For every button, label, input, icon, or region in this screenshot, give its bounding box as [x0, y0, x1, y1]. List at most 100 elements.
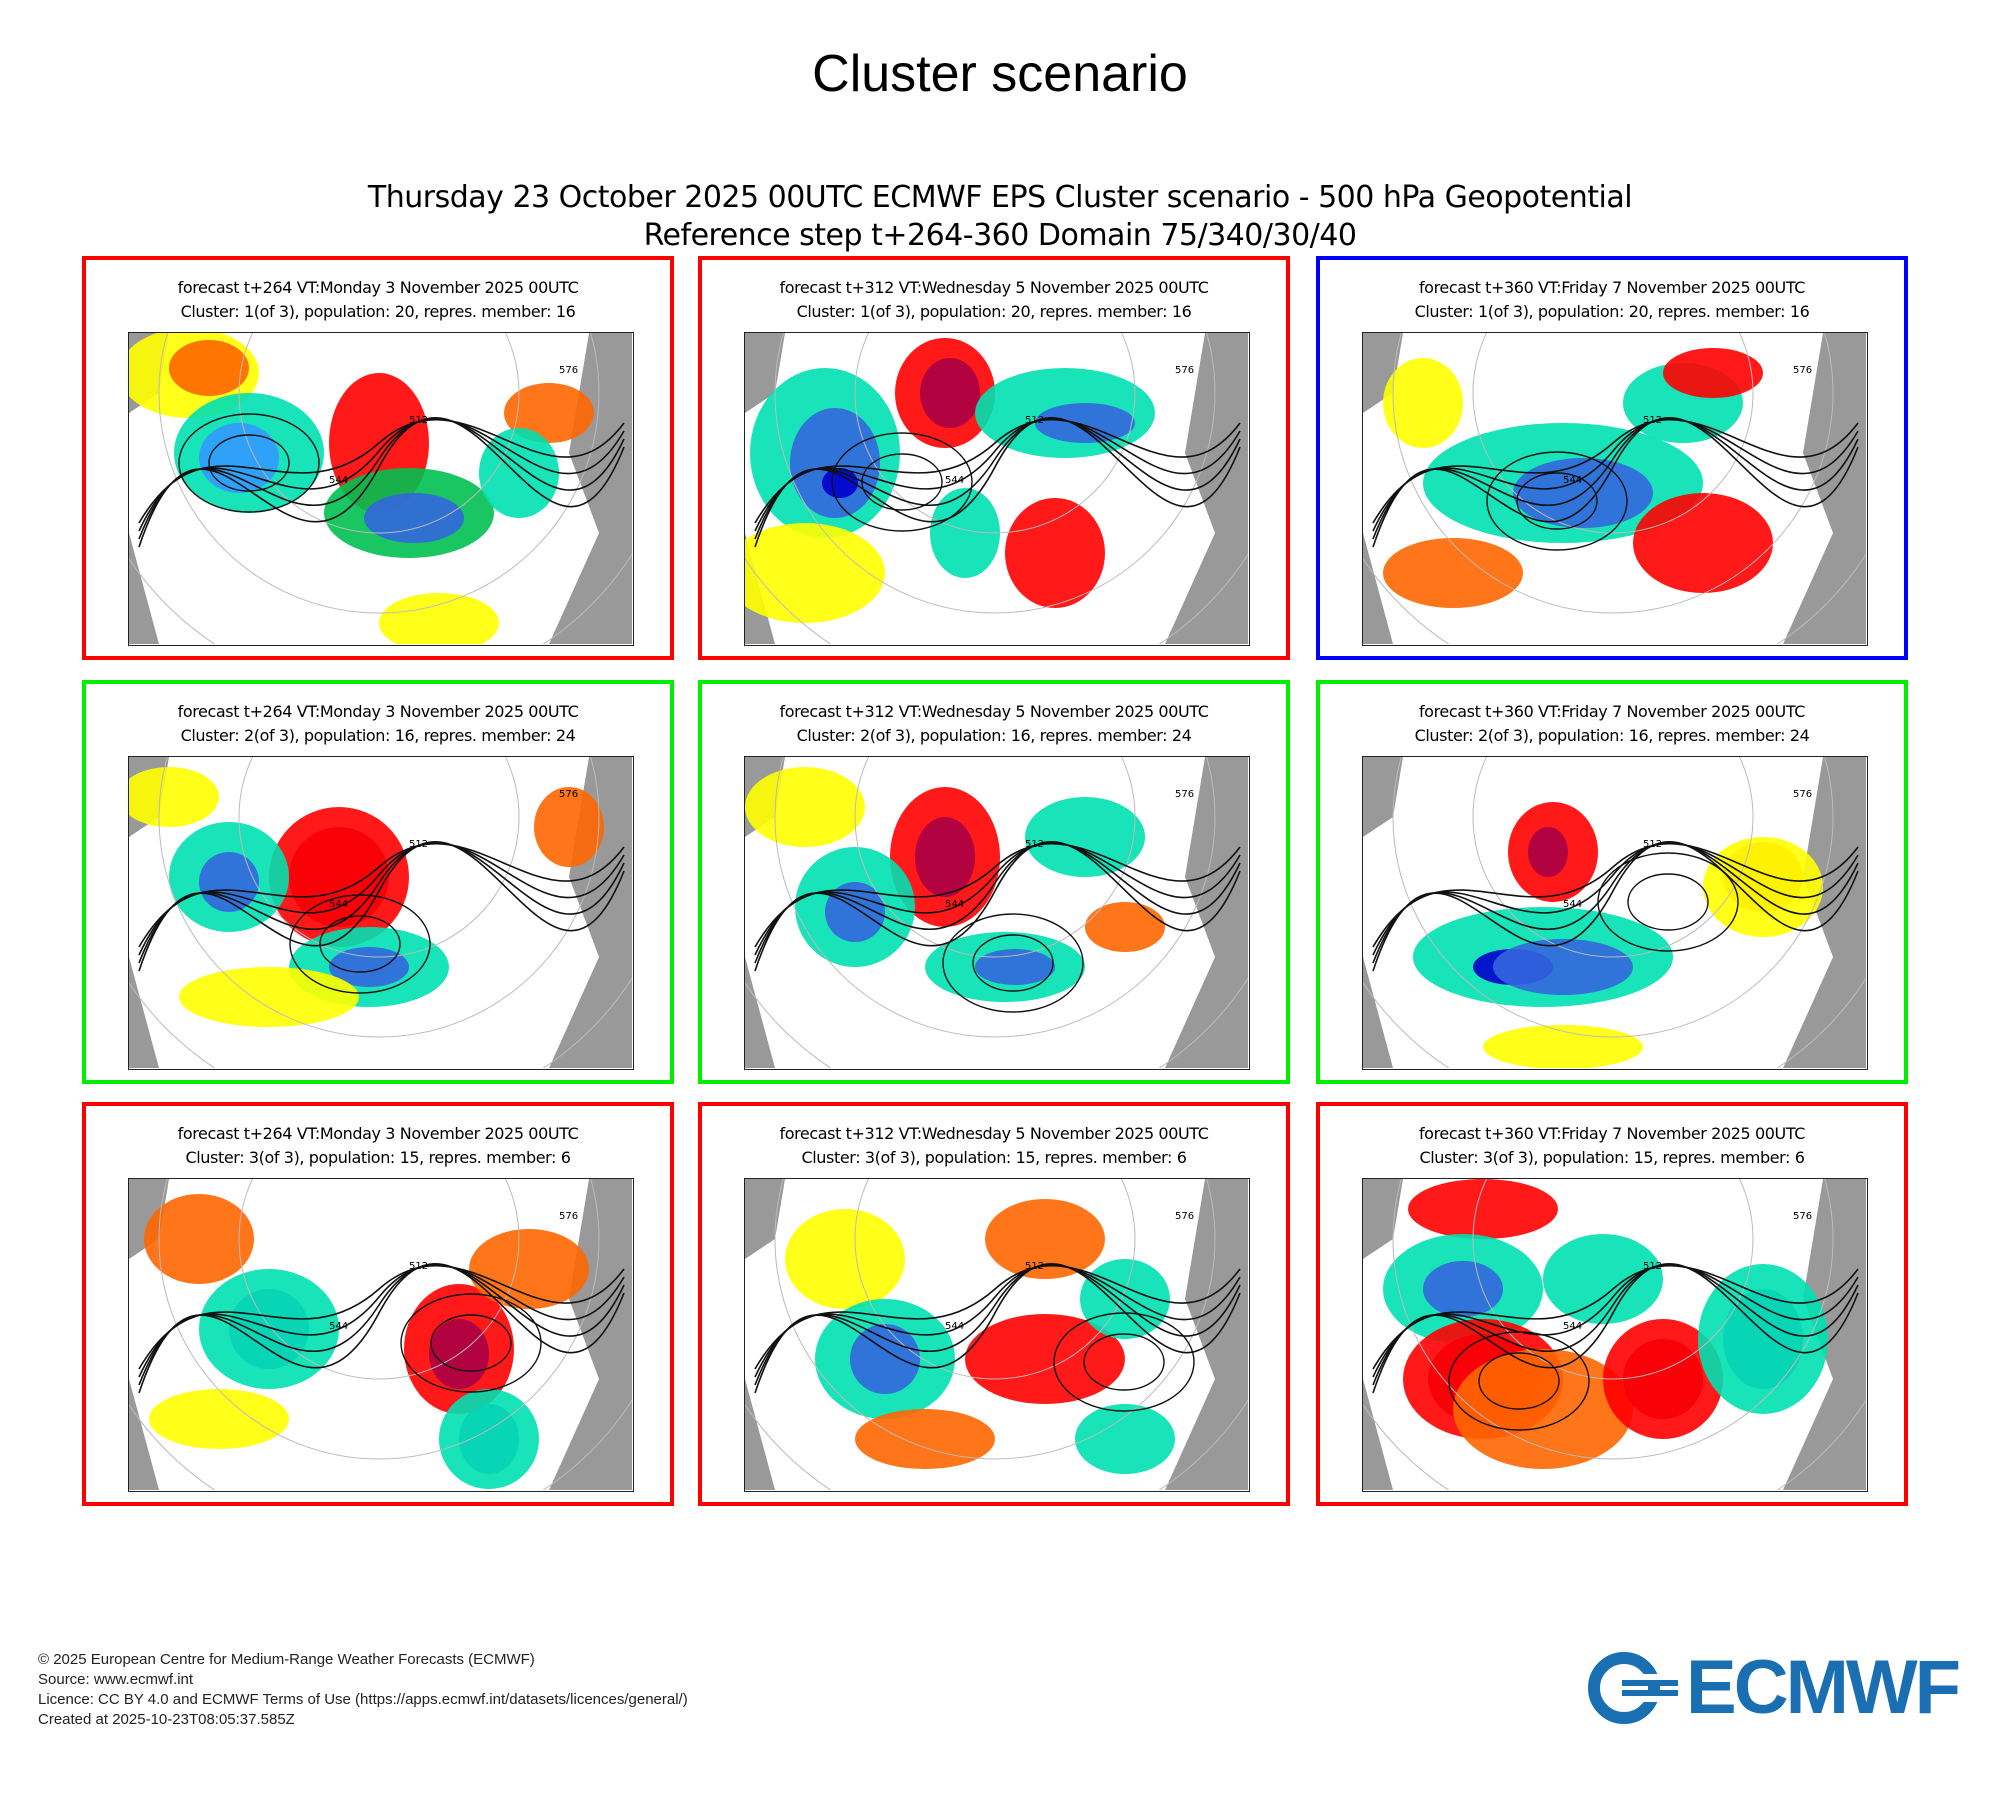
geopotential-contour — [178, 413, 320, 513]
anomaly-shading — [199, 1269, 339, 1389]
geopotential-contour — [1478, 1352, 1560, 1410]
land-mass — [745, 1379, 775, 1490]
geopotential-contour — [1372, 841, 1859, 964]
contour-label: 576 — [1793, 1211, 1812, 1222]
geopotential-contour — [754, 841, 1241, 964]
geopotential-contour — [942, 913, 1084, 1013]
geopotential-contour — [1486, 451, 1628, 551]
panel-cluster-line: Cluster: 1(of 3), population: 20, repres… — [1414, 302, 1810, 321]
map-field-svg: 576 544 512 — [129, 1179, 632, 1490]
anomaly-shading — [930, 488, 1000, 578]
anomaly-shading — [1483, 1025, 1643, 1068]
anomaly-shading — [965, 1314, 1125, 1404]
latitude-circle — [1392, 333, 1834, 614]
land-mass — [129, 533, 159, 644]
panel-cluster-line: Cluster: 3(of 3), population: 15, repres… — [801, 1148, 1187, 1167]
geopotential-contour — [1627, 873, 1709, 931]
geopotential-map: 576 544 512 — [744, 756, 1250, 1070]
anomaly-shading — [129, 767, 219, 827]
latitude-circle — [1392, 1179, 1834, 1460]
land-mass — [1165, 1179, 1248, 1490]
geopotential-contour — [138, 417, 625, 540]
geopotential-map: 576 544 512 — [744, 1178, 1250, 1492]
land-mass — [549, 333, 632, 644]
map-field-svg: 576 544 512 — [129, 333, 632, 644]
latitude-circle — [238, 333, 520, 534]
contour-label: 512 — [1643, 415, 1662, 426]
land-mass — [129, 957, 159, 1068]
anomaly-shading — [364, 493, 464, 543]
anomaly-shading — [745, 767, 865, 847]
chart-header-line1: Thursday 23 October 2025 00UTC ECMWF EPS… — [367, 180, 1633, 215]
anomaly-shading — [1663, 348, 1763, 398]
contour-label: 512 — [1025, 839, 1044, 850]
geopotential-contour — [138, 1263, 625, 1386]
panel-cluster-line: Cluster: 3(of 3), population: 15, repres… — [1419, 1148, 1805, 1167]
latitude-circle — [1392, 757, 1834, 1038]
panel-cluster-line: Cluster: 2(of 3), population: 16, repres… — [1414, 726, 1810, 745]
contour-label: 512 — [409, 415, 428, 426]
land-mass — [1363, 1179, 1403, 1259]
geopotential-contour — [972, 934, 1054, 992]
anomaly-shading — [1383, 358, 1463, 448]
anomaly-shading — [1633, 493, 1773, 593]
geopotential-contour — [400, 1293, 542, 1393]
land-mass — [1165, 333, 1248, 644]
contour-label: 544 — [329, 1321, 348, 1332]
anomaly-shading — [1080, 1259, 1170, 1339]
page-title: Cluster scenario — [812, 45, 1188, 103]
map-field-svg: 576 544 512 — [745, 1179, 1248, 1490]
map-field-svg: 576 544 512 — [745, 333, 1248, 644]
footer-created: Created at 2025-10-23T08:05:37.585Z — [38, 1711, 295, 1728]
panel-forecast-line: forecast t+360 VT:Friday 7 November 2025… — [1418, 278, 1806, 297]
anomaly-shading — [1035, 403, 1135, 443]
land-mass — [1783, 757, 1866, 1068]
anomaly-shading — [1075, 1404, 1175, 1474]
geopotential-contour — [861, 453, 943, 511]
ecmwf-logo-icon — [1588, 1652, 1680, 1724]
contour-label: 544 — [945, 1321, 964, 1332]
geopotential-contour — [754, 417, 1241, 540]
geopotential-contour — [1372, 417, 1859, 540]
anomaly-shading — [790, 408, 880, 518]
cluster-panel: forecast t+264 VT:Monday 3 November 2025… — [82, 680, 674, 1084]
anomaly-shading — [504, 383, 594, 443]
footer-copyright: © 2025 European Centre for Medium-Range … — [38, 1651, 535, 1668]
latitude-circle — [854, 757, 1136, 958]
geopotential-map: 576 544 512 — [128, 756, 634, 1070]
geopotential-contour — [1053, 1312, 1195, 1412]
latitude-circle — [774, 757, 1216, 1038]
footer: © 2025 European Centre for Medium-Range … — [38, 1650, 688, 1730]
land-mass — [745, 1179, 785, 1259]
footer-licence: Licence: CC BY 4.0 and ECMWF Terms of Us… — [38, 1691, 688, 1708]
anomaly-shading — [469, 1229, 589, 1309]
land-mass — [1363, 957, 1393, 1068]
anomaly-shading — [975, 949, 1055, 985]
geopotential-contour — [754, 1263, 1241, 1386]
anomaly-shading — [1025, 797, 1145, 877]
latitude-circle — [774, 1179, 1216, 1460]
cluster-panel: forecast t+360 VT:Friday 7 November 2025… — [1316, 1102, 1908, 1506]
panel-forecast-line: forecast t+312 VT:Wednesday 5 November 2… — [779, 1124, 1209, 1143]
cluster-panel: forecast t+360 VT:Friday 7 November 2025… — [1316, 256, 1908, 660]
chart-header-line2: Reference step t+264-360 Domain 75/340/3… — [643, 218, 1357, 253]
land-mass — [1363, 533, 1393, 644]
panel-cluster-line: Cluster: 1(of 3), population: 20, repres… — [180, 302, 576, 321]
anomaly-shading — [745, 523, 885, 623]
land-mass — [549, 757, 632, 1068]
land-mass — [1165, 757, 1248, 1068]
geopotential-contour — [138, 1262, 625, 1394]
panel-cluster-line: Cluster: 2(of 3), population: 16, repres… — [796, 726, 1192, 745]
land-mass — [1363, 757, 1403, 837]
cluster-panel: forecast t+264 VT:Monday 3 November 2025… — [82, 256, 674, 660]
anomaly-shading — [1698, 1264, 1828, 1414]
latitude-circle — [158, 757, 600, 1038]
geopotential-contour — [831, 432, 973, 532]
geopotential-map: 576 544 512 — [1362, 1178, 1868, 1492]
anomaly-shading — [1085, 902, 1165, 952]
anomaly-shading — [920, 358, 980, 428]
panel-cluster-line: Cluster: 2(of 3), population: 16, repres… — [180, 726, 576, 745]
map-field-svg: 576 544 512 — [1363, 757, 1866, 1068]
contour-label: 544 — [1563, 475, 1582, 486]
land-mass — [1783, 333, 1866, 644]
